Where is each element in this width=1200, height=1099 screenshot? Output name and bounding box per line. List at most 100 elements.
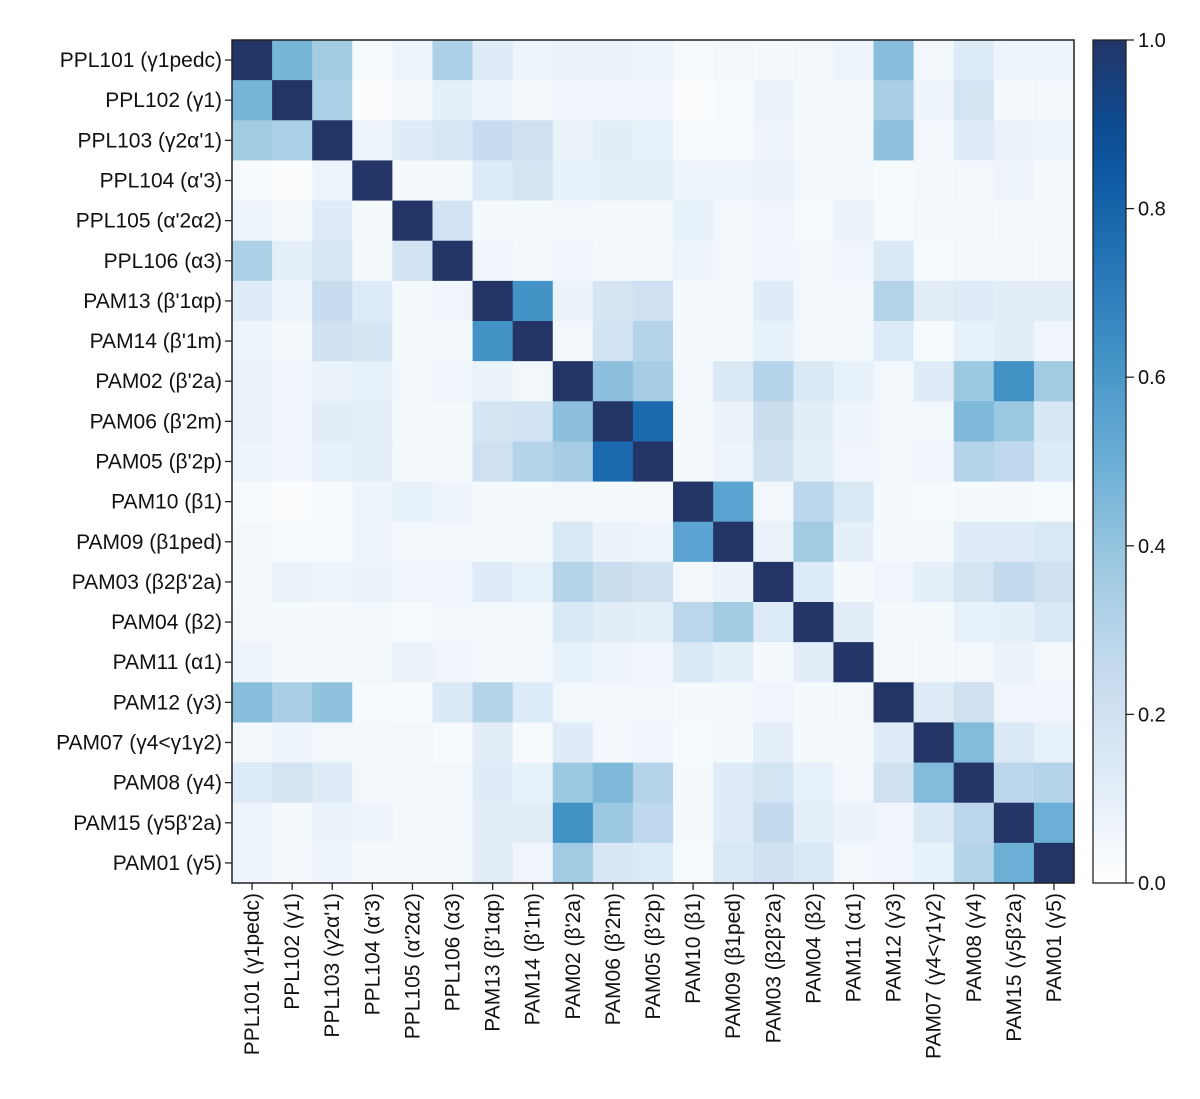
heatmap-cell [713, 802, 754, 844]
heatmap-cell [552, 280, 594, 322]
heatmap-cell [713, 682, 754, 724]
heatmap-cell [392, 40, 434, 81]
heatmap-cell [632, 280, 674, 322]
heatmap-cell [392, 682, 434, 724]
heatmap-cell [833, 280, 875, 322]
heatmap-cell [713, 321, 754, 362]
heatmap-cell [753, 441, 794, 483]
heatmap-cell [432, 80, 474, 121]
heatmap-cell [713, 200, 754, 242]
heatmap-cell [232, 682, 273, 724]
heatmap-cell [272, 160, 313, 202]
heatmap-cell [873, 240, 915, 282]
heatmap-cell [793, 481, 835, 523]
row-label: PAM10 (β1) [111, 491, 222, 514]
heatmap-cell [552, 240, 594, 282]
heatmap-cell [232, 280, 273, 322]
heatmap-cell [272, 842, 313, 884]
heatmap-cell [673, 40, 714, 81]
heatmap-cell [913, 441, 955, 483]
heatmap-cell [312, 361, 353, 402]
heatmap-cell [993, 842, 1035, 884]
heatmap-cell [272, 722, 313, 764]
heatmap-cell [1033, 401, 1075, 443]
heatmap-cell [472, 842, 514, 884]
heatmap-cell [432, 321, 474, 362]
row-label: PAM12 (γ3) [113, 691, 222, 714]
heatmap-cell [713, 280, 754, 322]
heatmap-cell [1033, 321, 1075, 362]
heatmap-cell [673, 561, 714, 603]
heatmap-cell [392, 401, 434, 443]
heatmap-cell [592, 722, 634, 764]
heatmap-cell [312, 521, 353, 563]
row-label: PAM04 (β2) [111, 611, 222, 634]
heatmap-cell [753, 80, 794, 121]
row-label: PAM13 (β'1αp) [83, 290, 222, 313]
heatmap-cell [312, 200, 353, 242]
heatmap-cell [552, 80, 594, 121]
heatmap-cell [472, 80, 514, 121]
heatmap-cell [993, 361, 1035, 402]
heatmap-cell [352, 722, 393, 764]
heatmap-cell [472, 120, 514, 162]
heatmap-cell [592, 602, 634, 643]
heatmap-cell [592, 682, 634, 724]
heatmap-cell [312, 842, 353, 884]
heatmap-cell [472, 521, 514, 563]
row-label: PPL101 (γ1pedc) [60, 49, 222, 72]
heatmap-cell [913, 280, 955, 322]
heatmap-cell [993, 240, 1035, 282]
heatmap-cell [592, 280, 634, 322]
heatmap-cell [232, 802, 273, 844]
heatmap-cell [1033, 361, 1075, 402]
heatmap-cell [272, 361, 313, 402]
heatmap-cell [913, 642, 955, 683]
heatmap-cell [713, 521, 754, 563]
heatmap-cell [312, 602, 353, 643]
heatmap-cell [873, 842, 915, 884]
heatmap-cell [232, 200, 273, 242]
row-label: PAM11 (α1) [113, 651, 222, 674]
heatmap-cell [472, 481, 514, 523]
heatmap-cell [793, 240, 835, 282]
heatmap-cell [512, 481, 554, 523]
heatmap-cell [352, 40, 393, 81]
heatmap-cell [873, 361, 915, 402]
heatmap-cell [272, 481, 313, 523]
heatmap-cell [833, 361, 875, 402]
heatmap-cell [913, 160, 955, 202]
column-label: PAM07 (γ4<γ1γ2) [923, 893, 946, 1059]
heatmap-cell [552, 802, 594, 844]
heatmap-cell [232, 361, 273, 402]
heatmap-cell [312, 802, 353, 844]
heatmap-cell [352, 682, 393, 724]
heatmap-cell [873, 40, 915, 81]
heatmap-cell [592, 321, 634, 362]
heatmap-cell [913, 842, 955, 884]
heatmap-cell [1033, 280, 1075, 322]
column-label: PAM08 (γ4) [963, 893, 986, 1002]
heatmap-cell [913, 722, 955, 764]
heatmap-cell [953, 602, 995, 643]
heatmap-cell [833, 521, 875, 563]
heatmap-cell [793, 80, 835, 121]
heatmap-cell [1033, 481, 1075, 523]
row-label: PAM02 (β'2a) [95, 370, 222, 393]
heatmap-cell [512, 80, 554, 121]
heatmap-cell [632, 321, 674, 362]
heatmap-cell [713, 602, 754, 643]
heatmap-cell [352, 200, 393, 242]
heatmap-cell [392, 441, 434, 483]
heatmap-cell [753, 120, 794, 162]
heatmap-cell [673, 280, 714, 322]
heatmap-cell [1033, 160, 1075, 202]
heatmap-cell [873, 561, 915, 603]
heatmap-cell [993, 521, 1035, 563]
heatmap-cell [793, 361, 835, 402]
heatmap-cell [272, 321, 313, 362]
row-label: PAM01 (γ5) [113, 852, 222, 875]
heatmap-cell [632, 602, 674, 643]
colorbar-tick-label: 0.6 [1138, 367, 1166, 389]
heatmap-cell [432, 160, 474, 202]
